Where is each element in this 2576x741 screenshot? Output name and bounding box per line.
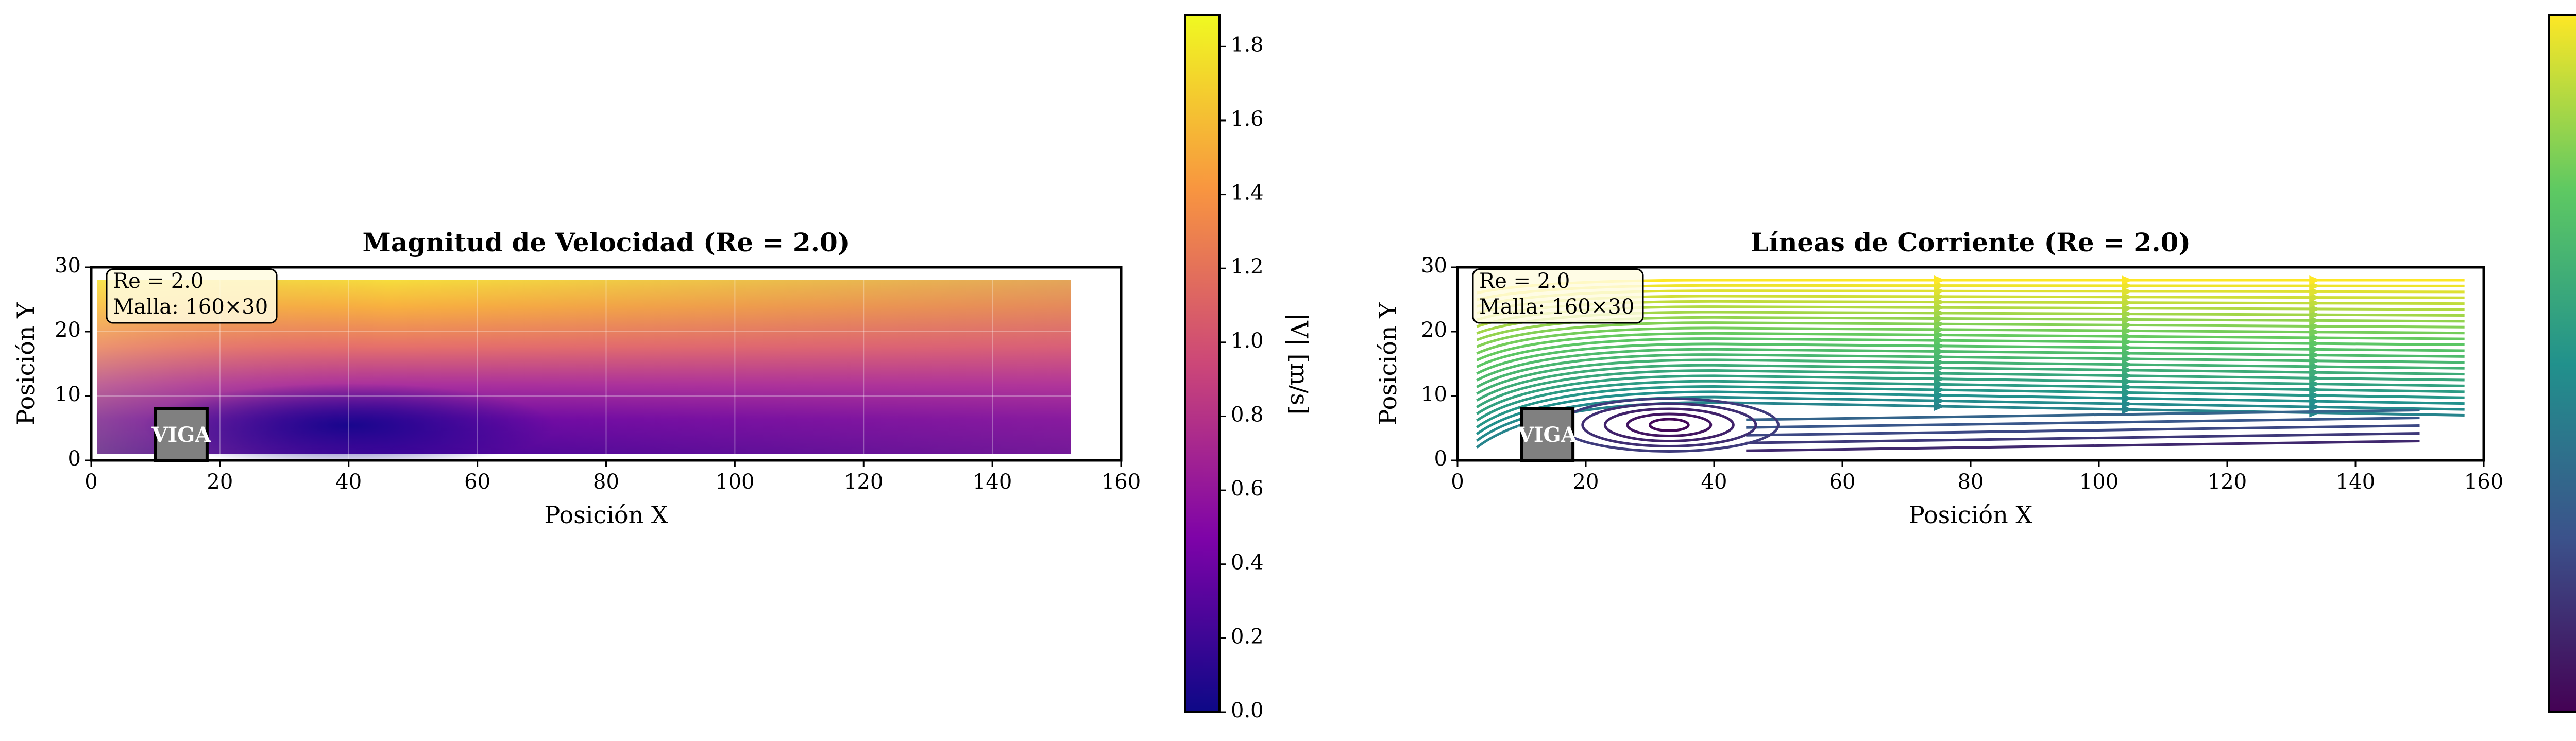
x-tick-label: 80 (1958, 470, 1984, 494)
colorbar-tick-label: 0.6 (1231, 477, 1264, 501)
colorbar (2548, 14, 2576, 713)
x-axis-label: Posición X (544, 501, 668, 529)
x-tick-label: 160 (2464, 470, 2503, 494)
colorbar-tick-label: 1.4 (1231, 181, 1264, 205)
colorbar-tick-label: 0.4 (1231, 551, 1264, 575)
colorbar-tick-label: 0.8 (1231, 403, 1264, 426)
recirculation (1581, 402, 1757, 447)
x-tick-label: 20 (1573, 470, 1599, 494)
colorbar-tick-label: 1.0 (1231, 329, 1264, 353)
obstacle (154, 407, 209, 462)
x-tick-label: 120 (2208, 470, 2247, 494)
x-tick-label: 140 (973, 470, 1012, 494)
annotation-box (106, 268, 278, 324)
x-tick-label: 60 (1829, 470, 1856, 494)
streamline (1476, 326, 2465, 355)
stream-arrow (2122, 275, 2133, 285)
y-tick-label: 20 (1421, 318, 1447, 342)
x-axis-label: Posición X (1909, 501, 2033, 529)
annotation-text: Re = 2.0 (1479, 269, 1570, 293)
colorbar-tick-label: 0.2 (1231, 625, 1264, 648)
y-tick-label: 10 (55, 383, 81, 406)
chart-title title: Magnitud de Velocidad (Re = 2.0) (363, 227, 850, 257)
streamline (1476, 369, 2465, 408)
y-tick-label: 0 (1434, 447, 1447, 471)
recirculation (1558, 397, 1780, 453)
chart-title title: Líneas de Corriente (Re = 2.0) (1751, 227, 2191, 257)
colorbar-tick-label: 1.6 (1231, 107, 1264, 131)
streamline (1476, 342, 2465, 375)
annotation-text: Malla: 160×30 (1479, 295, 1634, 319)
chart-panel: 0 20 40 60 80 100 120 140 160 0 10 20 30 VIGA Re = 2.0… (1374, 14, 2576, 713)
x-tick-label: 60 (464, 470, 490, 494)
streamline (1476, 321, 2465, 348)
x-tick-label: 0 (1451, 470, 1464, 494)
plot-frame (1456, 266, 2485, 462)
streamline (1476, 353, 2465, 388)
y-tick-label: 0 (68, 447, 81, 471)
recirculation (1603, 407, 1735, 442)
colorbar (1184, 14, 1221, 713)
y-axis-label: Posición Y (1374, 302, 1402, 425)
y-tick-label: 30 (55, 254, 81, 278)
x-tick-label: 100 (2079, 470, 2119, 494)
colorbar-tick-label: 1.2 (1231, 255, 1264, 279)
x-tick-label: 40 (1701, 470, 1727, 494)
x-tick-label: 80 (593, 470, 619, 494)
annotation-text: Malla: 160×30 (113, 295, 268, 319)
streamline (1476, 337, 2465, 368)
streamline (1746, 424, 2420, 437)
streamline (1746, 440, 2420, 452)
streamline (1746, 409, 2420, 421)
x-tick-label: 120 (844, 470, 883, 494)
annotation-box (1472, 268, 1644, 324)
annotation-text: Re = 2.0 (113, 269, 204, 293)
colorbar-tick-label: 0.0 (1231, 699, 1264, 722)
obstacle-label: VIGA (151, 423, 211, 447)
y-tick-label: 20 (55, 318, 81, 342)
streamline (1746, 417, 2420, 429)
stream-arrow (2309, 275, 2321, 285)
x-tick-label: 160 (1101, 470, 1141, 494)
x-tick-label: 140 (2336, 470, 2375, 494)
plot-frame (90, 266, 1123, 462)
y-tick-label: 30 (1421, 254, 1447, 278)
stream-arrow (1934, 275, 1945, 285)
streamline (1746, 432, 2420, 444)
streamline (1476, 390, 2465, 435)
x-tick-label: 20 (207, 470, 233, 494)
streamline (1476, 385, 2465, 428)
streamline (1476, 358, 2465, 395)
recirculation (1626, 412, 1713, 437)
streamline (1476, 374, 2465, 415)
streamline (1476, 332, 2465, 361)
obstacle-label: VIGA (1517, 423, 1578, 447)
recirculation (1649, 418, 1690, 432)
colorbar-tick-label: 1.8 (1231, 33, 1264, 57)
x-tick-label: 40 (335, 470, 362, 494)
streamline (1476, 348, 2465, 382)
colorbar-label: |V| [m/s] (1285, 313, 1313, 415)
streamline (1476, 364, 2465, 402)
chart-panel: 0 20 40 60 80 100 120 140 160 0 10 20 30 VIGA Re = 2.0… (12, 14, 1313, 722)
y-axis-label: Posición Y (12, 302, 40, 425)
streamline (1476, 380, 2465, 422)
x-tick-label: 0 (84, 470, 97, 494)
x-tick-label: 100 (715, 470, 754, 494)
wake-region (143, 383, 555, 460)
y-tick-label: 10 (1421, 383, 1447, 406)
